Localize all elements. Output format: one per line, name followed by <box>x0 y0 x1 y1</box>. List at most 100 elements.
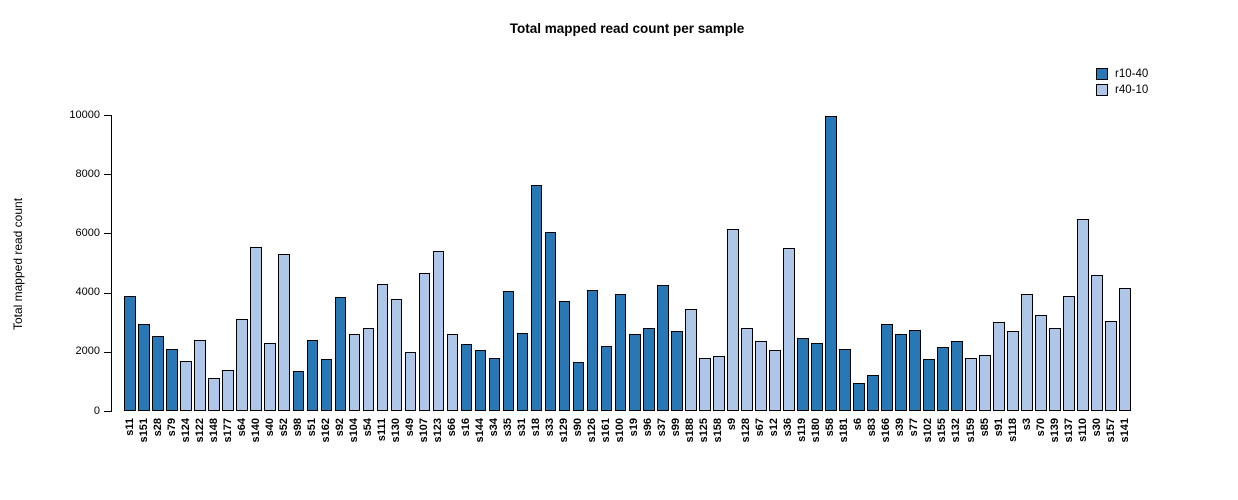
y-axis-tick <box>104 292 111 294</box>
bar-s11 <box>124 295 136 411</box>
bar-s28 <box>152 335 165 411</box>
x-tick-label-s36: s36 <box>782 418 795 437</box>
x-tick-label-s3: s3 <box>1020 418 1033 431</box>
bar-s122 <box>194 339 207 411</box>
bar-s77 <box>909 329 921 411</box>
x-tick-label-s177: s177 <box>221 418 234 443</box>
y-axis-tick <box>104 233 111 235</box>
x-tick-label-s83: s83 <box>866 418 879 437</box>
bar-s118 <box>1007 331 1019 411</box>
x-tick-label-s119: s119 <box>796 418 809 442</box>
bar-s51 <box>306 339 319 411</box>
x-tick-label-s123: s123 <box>431 418 444 443</box>
bar-s83 <box>867 375 879 411</box>
bar-s34 <box>488 357 501 411</box>
x-tick-label-s34: s34 <box>488 418 501 437</box>
x-tick-label-s166: s166 <box>880 418 893 443</box>
x-tick-label-s161: s161 <box>600 418 613 443</box>
bar-s166 <box>881 323 893 411</box>
bar-s67 <box>754 341 767 411</box>
x-tick-label-s188: s188 <box>684 418 697 443</box>
bar-s102 <box>923 359 935 411</box>
bar-s139 <box>1049 328 1061 411</box>
x-tick-label-s79: s79 <box>165 418 178 437</box>
x-tick-label-s67: s67 <box>754 418 767 437</box>
y-tick-label: 0 <box>93 404 100 417</box>
bar-s85 <box>979 354 991 411</box>
x-tick-label-s19: s19 <box>628 418 641 437</box>
legend: r10-40 r40-10 <box>1096 66 1148 98</box>
bar-s110 <box>1077 218 1089 411</box>
bar-s6 <box>853 382 865 411</box>
bar-s54 <box>362 328 375 411</box>
bar-s124 <box>180 360 193 411</box>
bar-s12 <box>768 350 781 411</box>
bar-s49 <box>404 351 417 411</box>
bar-s104 <box>348 334 361 411</box>
x-tick-label-s30: s30 <box>1090 418 1103 437</box>
x-tick-label-s70: s70 <box>1034 418 1047 437</box>
x-tick-label-s28: s28 <box>151 418 164 437</box>
y-tick-label: 10000 <box>69 108 100 121</box>
x-tick-label-s141: s141 <box>1118 418 1131 443</box>
x-tick-label-s118: s118 <box>1006 418 1019 442</box>
bar-s58 <box>825 116 837 411</box>
bar-s130 <box>390 298 403 411</box>
bar-s33 <box>544 231 557 411</box>
x-tick-label-s137: s137 <box>1062 418 1075 443</box>
bar-s155 <box>937 347 949 411</box>
y-axis-tick <box>104 411 111 412</box>
legend-label: r10-40 <box>1115 67 1149 80</box>
x-tick-label-s52: s52 <box>277 418 290 437</box>
x-tick-label-s90: s90 <box>572 418 585 437</box>
x-tick-label-s181: s181 <box>838 418 851 443</box>
bar-s40 <box>264 342 277 411</box>
x-tick-label-s77: s77 <box>908 418 921 437</box>
bar-s161 <box>600 345 613 411</box>
x-tick-label-s132: s132 <box>950 418 963 443</box>
bar-s162 <box>320 359 333 411</box>
x-tick-label-s6: s6 <box>852 418 865 431</box>
bar-s129 <box>558 301 571 411</box>
x-tick-label-s159: s159 <box>964 418 977 443</box>
x-tick-label-s124: s124 <box>179 418 192 443</box>
legend-label: r40-10 <box>1115 83 1149 96</box>
bar-s140 <box>250 246 263 411</box>
x-tick-label-s144: s144 <box>474 418 487 443</box>
x-tick-label-s91: s91 <box>992 418 1005 437</box>
bar-s36 <box>782 248 795 411</box>
x-tick-label-s92: s92 <box>333 418 346 437</box>
y-axis-tick <box>104 174 111 176</box>
x-tick-label-s148: s148 <box>207 418 220 443</box>
bar-s98 <box>292 371 305 411</box>
x-tick-label-s140: s140 <box>249 418 262 443</box>
bar-s91 <box>993 322 1005 411</box>
bar-s123 <box>432 251 445 411</box>
bar-s16 <box>460 344 473 411</box>
x-tick-label-s180: s180 <box>810 418 823 443</box>
x-tick-label-s155: s155 <box>936 418 949 443</box>
x-tick-label-s9: s9 <box>726 418 739 431</box>
bar-s79 <box>166 348 179 411</box>
y-axis-title: Total mapped read count <box>11 197 25 331</box>
x-tick-label-s157: s157 <box>1104 418 1117 443</box>
x-tick-label-s35: s35 <box>502 418 515 437</box>
bar-s137 <box>1063 295 1075 411</box>
x-tick-label-s102: s102 <box>922 418 935 443</box>
bar-s9 <box>726 228 739 411</box>
x-tick-label-s39: s39 <box>894 418 907 437</box>
bar-s128 <box>740 328 753 411</box>
x-tick-label-s129: s129 <box>558 418 571 443</box>
legend-swatch-icon <box>1096 84 1108 96</box>
y-axis-tick <box>104 351 111 353</box>
y-tick-label: 2000 <box>75 345 100 358</box>
legend-entry-r10-40: r10-40 <box>1096 66 1148 82</box>
bar-s52 <box>278 254 291 411</box>
bar-s100 <box>614 294 627 411</box>
bar-s92 <box>334 297 347 411</box>
x-tick-label-s162: s162 <box>319 418 332 443</box>
bar-s181 <box>839 348 851 411</box>
x-tick-label-s122: s122 <box>193 418 206 443</box>
bar-s3 <box>1021 294 1033 411</box>
x-tick-label-s11: s11 <box>123 418 136 436</box>
